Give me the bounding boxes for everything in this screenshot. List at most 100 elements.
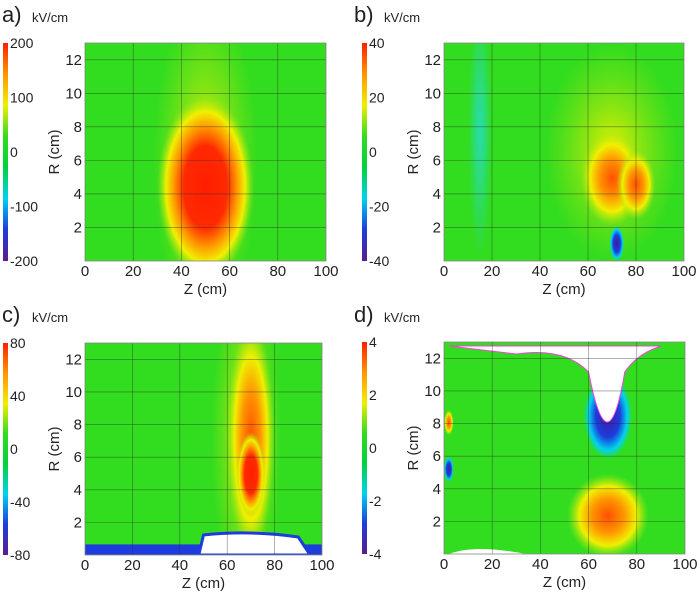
y-tick-label: 6 [74,152,82,169]
panel-b: b) kV/cm 40 20 0 -20 -40 0 20 40 60 80 100 2 4 6 8 10 12 Z … [354,2,697,298]
y-tick-label: 12 [65,351,82,368]
x-tick-label: 60 [219,557,236,574]
x-tick-label: 60 [221,263,238,280]
heatmap [85,43,326,261]
x-tick-label: 100 [672,556,697,573]
colorbar-tick-label: -2 [369,493,382,509]
heatmap [85,343,322,555]
x-tick-label: 100 [309,557,334,574]
y-tick-label: 2 [433,513,441,530]
colorbar-unit: kV/cm [384,10,420,25]
y-axis-label: R (cm) [46,427,63,472]
field-region [609,226,624,261]
x-tick-label: 80 [266,557,283,574]
y-tick-label: 4 [433,481,441,498]
colorbar-tick-label: 80 [10,335,26,351]
y-tick-label: 8 [74,417,82,434]
colorbar-tick-label: 40 [10,388,26,404]
y-axis-label: R (cm) [405,130,422,175]
y-tick-label: 4 [74,186,82,203]
colorbar-tick-label: -40 [10,494,30,510]
empty-region [197,531,312,555]
colorbar [3,343,8,555]
y-tick-label: 10 [65,85,82,102]
colorbar-tick-label: -100 [10,199,38,215]
y-axis-label: R (cm) [405,426,422,471]
panel-label: b) [354,2,374,27]
x-tick-label: 40 [173,263,190,280]
heatmap [444,342,685,554]
heatmap [444,43,684,261]
y-tick-label: 8 [74,119,82,136]
colorbar-tick-label: 4 [369,334,377,350]
x-tick-label: 20 [484,263,501,280]
y-tick-label: 12 [424,52,441,69]
plot-frame [443,341,686,555]
x-tick-label: 60 [580,556,597,573]
field-region [444,456,454,482]
x-tick-label: 0 [440,263,448,280]
y-tick-label: 10 [424,85,441,102]
heatmap-background [85,343,322,555]
colorbar-tick-label: -80 [10,547,30,563]
x-tick-label: 80 [269,263,286,280]
colorbar [3,43,8,261]
field-region [566,473,649,554]
colorbar-tick-label: 40 [369,35,385,51]
y-tick-label: 6 [433,448,441,465]
x-tick-label: 80 [628,556,645,573]
x-tick-label: 60 [580,263,597,280]
x-axis-label: Z (cm) [542,281,585,298]
x-tick-label: 40 [532,263,549,280]
colorbar-tick-label: 0 [10,144,18,160]
panel-label: a) [2,2,22,27]
empty-region [449,549,526,554]
plot-frame [84,342,323,556]
y-tick-label: 10 [424,383,441,400]
panel-a: a) kV/cm 200 100 0 -100 -200 0 20 40 60 80 100 2 4 6 8 10… [2,2,339,298]
colorbar [362,342,367,554]
y-tick-label: 8 [433,416,441,433]
plot-frame [443,42,685,262]
field-region [468,43,492,261]
x-tick-label: 40 [171,557,188,574]
x-tick-label: 0 [81,263,89,280]
x-tick-label: 100 [671,263,696,280]
x-tick-label: 0 [81,557,89,574]
heatmap-background [444,342,685,554]
y-tick-label: 12 [65,52,82,69]
panel-c: c) kV/cm 80 40 0 -40 -80 0 20 40 60 80 100 2 4 6 8 10 12 Z … [2,302,335,592]
colorbar-unit: kV/cm [384,310,420,325]
panel-label: d) [354,302,374,327]
y-tick-label: 2 [74,514,82,531]
empty-region [448,345,662,423]
y-tick-label: 8 [433,119,441,136]
x-tick-label: 100 [313,263,338,280]
colorbar-tick-label: 0 [10,441,18,457]
colorbar [362,43,367,261]
y-tick-label: 4 [74,482,82,499]
y-tick-label: 2 [433,219,441,236]
colorbar-tick-label: -200 [10,253,38,269]
colorbar-tick-label: -20 [369,199,389,215]
x-tick-label: 20 [484,556,501,573]
x-axis-label: Z (cm) [182,575,225,592]
panel-label: c) [2,302,20,327]
y-tick-label: 4 [433,186,441,203]
x-axis-label: Z (cm) [543,574,586,591]
field-region [236,432,266,517]
colorbar-tick-label: 2 [369,387,377,403]
x-tick-label: 80 [628,263,645,280]
y-tick-label: 2 [74,219,82,236]
y-tick-label: 6 [74,449,82,466]
colorbar-tick-label: -4 [369,546,382,562]
x-tick-label: 20 [125,263,142,280]
field-region [157,95,254,261]
x-axis-label: Z (cm) [184,281,227,298]
y-axis-label: R (cm) [46,130,63,175]
colorbar-tick-label: 100 [10,90,34,106]
x-tick-label: 0 [440,556,448,573]
y-tick-label: 12 [424,350,441,367]
